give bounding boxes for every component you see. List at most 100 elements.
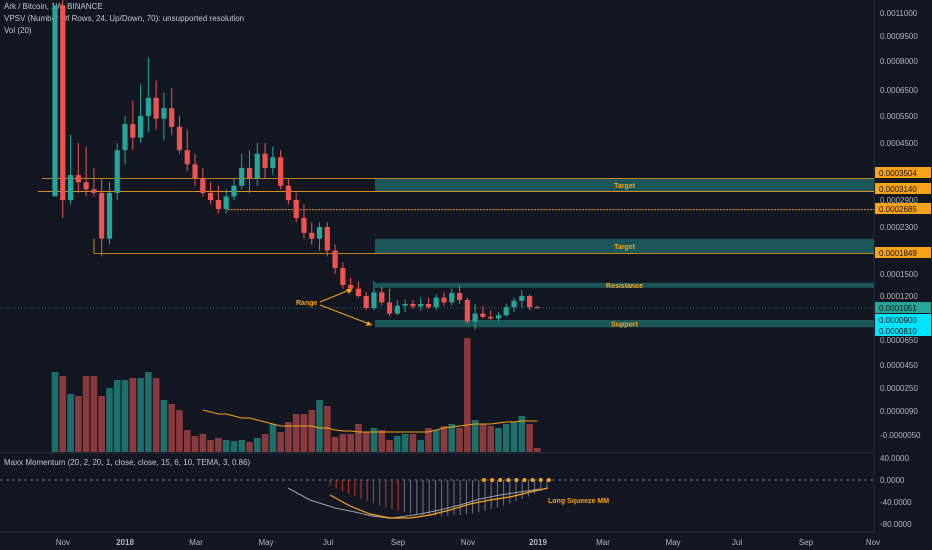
volume-axis-tick: -0.0000050 — [880, 431, 921, 440]
volume-bar — [269, 424, 277, 452]
candle-body — [410, 304, 416, 307]
candle-body — [176, 126, 183, 151]
candle-body — [480, 313, 486, 317]
volume-bar — [246, 442, 253, 452]
candle-body — [449, 293, 455, 303]
volume-bar — [355, 424, 362, 452]
candle-body — [340, 268, 346, 285]
volume-bar — [417, 440, 424, 452]
price-level-badge — [875, 314, 931, 325]
volume-bar — [386, 440, 393, 452]
volume-bar — [324, 406, 331, 452]
oscillator-axis-tick: 0.0000 — [880, 476, 905, 485]
volume-bar — [394, 436, 401, 452]
volume-ma-line — [202, 409, 538, 433]
candle-body — [67, 175, 74, 200]
price-level-badge — [875, 183, 931, 194]
osc-momentum-line — [329, 487, 549, 519]
price-level-label: 0.0001849 — [879, 249, 917, 258]
volume-axis-tick: 0.0000090 — [880, 407, 918, 416]
candle-body — [75, 175, 81, 183]
volume-bar — [510, 422, 518, 452]
candle-body — [441, 297, 447, 303]
volume-bar — [347, 434, 354, 452]
osc-dot — [538, 478, 543, 482]
osc-dot — [546, 478, 551, 482]
candle-body — [394, 305, 400, 314]
candle-body — [472, 313, 478, 322]
time-axis-tick: Nov — [866, 538, 880, 547]
candle-body — [114, 150, 120, 193]
osc-dot — [490, 478, 495, 482]
candle-body — [130, 124, 136, 138]
candle-body — [293, 200, 299, 218]
volume-bar — [378, 430, 386, 452]
zone-support-3 — [375, 320, 874, 328]
volume-bar — [253, 438, 261, 452]
price-axis-tick: 0.0005500 — [880, 112, 918, 121]
price-level-badge — [875, 247, 931, 258]
candle-body — [122, 124, 128, 151]
time-axis-tick: Nov — [56, 538, 70, 547]
time-axis-tick: 2019 — [529, 538, 547, 547]
price-axis-tick: 0.0001500 — [880, 270, 918, 279]
zone-label-resistance: Resistance — [606, 283, 643, 290]
candle-body — [332, 250, 338, 269]
price-level-badge — [875, 325, 931, 336]
volume-axis-tick: 0.0000450 — [880, 361, 918, 370]
price-axis-tick: 0.0002300 — [880, 223, 918, 232]
price-level-label: 0.0000900 — [879, 316, 917, 325]
range-arrow-up — [319, 288, 353, 303]
volume-bar — [113, 380, 121, 452]
candle-body — [223, 196, 229, 209]
volume-bar — [425, 428, 432, 452]
vpsv-indicator-label: VPSV (Number Of Rows, 24, Up/Down, 70): … — [4, 14, 245, 23]
time-axis-tick: 2018 — [116, 538, 134, 547]
oscillator-axis-tick: 40.0000 — [880, 454, 909, 463]
volume-bar — [518, 416, 526, 452]
candle-body — [526, 296, 533, 308]
volume-bar — [145, 372, 152, 452]
zone-label-support: Support — [611, 322, 638, 329]
candle-body — [425, 304, 432, 308]
volume-bar — [502, 424, 510, 452]
volume-bar — [106, 388, 113, 452]
candle-body — [324, 227, 330, 251]
candle-body — [464, 300, 470, 322]
candle-body — [488, 316, 494, 319]
time-axis-tick: Jul — [732, 538, 742, 547]
candle-body — [355, 288, 362, 296]
price-level-label: 0.0001051 — [879, 304, 917, 313]
volume-bar — [207, 440, 214, 452]
candle-body — [402, 304, 408, 306]
zone-resistance-2 — [375, 282, 874, 288]
price-axis-tick: 0.0009500 — [880, 32, 918, 41]
candle-body — [52, 5, 58, 197]
candle-body — [348, 285, 354, 289]
candle-body — [262, 153, 268, 168]
candle-body — [363, 296, 369, 308]
price-level-label: 0.0003504 — [879, 169, 917, 178]
volume-bar — [98, 396, 105, 452]
candle-body — [433, 297, 439, 308]
candle-body — [511, 300, 517, 308]
volume-bar — [339, 434, 347, 452]
volume-bar — [215, 438, 222, 452]
volume-bar — [238, 440, 246, 452]
candle-body — [83, 182, 89, 190]
candle-body — [106, 192, 113, 239]
price-axis-tick: 0.0002900 — [880, 196, 918, 205]
time-axis-tick: Jul — [323, 538, 333, 547]
price-level-label: 0.0003140 — [879, 185, 917, 194]
osc-dot — [522, 478, 527, 482]
time-axis-tick: May — [665, 538, 680, 547]
volume-bar — [261, 434, 269, 452]
osc-dot — [498, 478, 503, 482]
candle-body — [215, 200, 221, 209]
volume-bar — [471, 420, 479, 452]
long-squeeze-label: Long Squeeze MM — [548, 498, 609, 505]
volume-bar — [331, 437, 339, 452]
price-axis-tick: 0.0001200 — [880, 292, 918, 301]
